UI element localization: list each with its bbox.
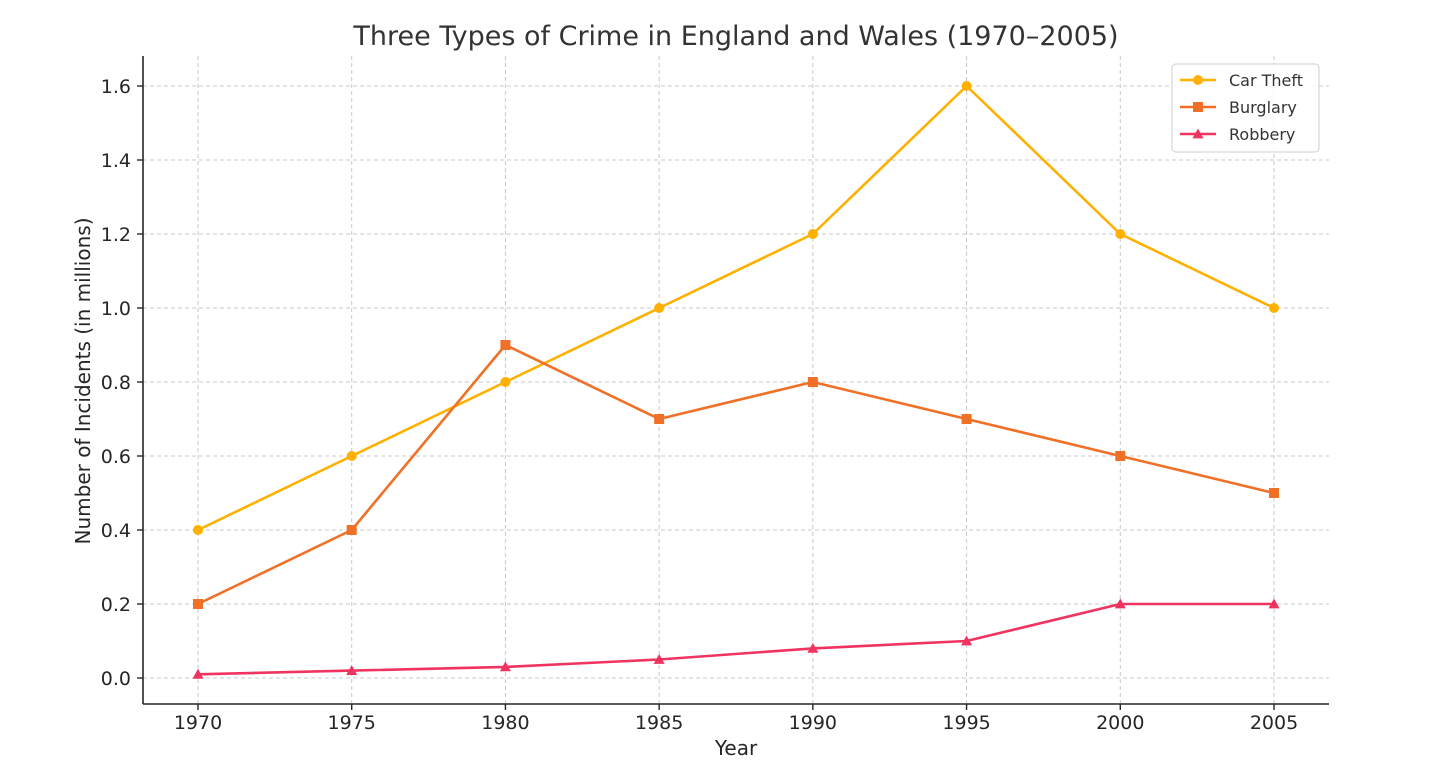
legend-box [1171, 63, 1320, 153]
x-tick-label: 2005 [1250, 712, 1298, 734]
square-marker-icon [346, 525, 357, 535]
triangle-marker-icon [346, 665, 358, 675]
legend: Car Theft Burglary Robbery [1171, 63, 1320, 153]
series-robbery [192, 598, 1280, 679]
triangle-marker-icon [653, 654, 665, 664]
circle-marker-icon [807, 229, 818, 239]
y-axis-label: Number of Incidents (in millions) [71, 218, 95, 545]
x-tick-label: 1980 [481, 712, 529, 734]
x-tick-label: 1975 [328, 712, 376, 734]
circle-marker-icon [500, 377, 511, 387]
x-tick-label: 1985 [635, 712, 683, 734]
square-marker-icon [1193, 102, 1203, 112]
square-marker-icon [654, 414, 665, 424]
circle-marker-icon [654, 303, 665, 313]
y-tick-label: 0.0 [101, 668, 131, 690]
y-tick-label: 0.2 [101, 594, 131, 616]
legend-item: Robbery [1180, 125, 1295, 144]
y-tick-label: 0.6 [101, 446, 131, 468]
legend-label: Car Theft [1229, 71, 1303, 90]
triangle-marker-icon [1268, 598, 1280, 609]
square-marker-icon [193, 599, 203, 609]
triangle-marker-icon [961, 635, 973, 646]
series-car-theft [193, 81, 1279, 535]
axes [142, 56, 1329, 705]
x-axis-ticks: 1970 1975 1980 1985 1990 1995 2000 2005 [174, 704, 1298, 734]
y-tick-label: 1.6 [101, 76, 131, 98]
x-axis-label: Year [714, 736, 758, 760]
square-marker-icon [1115, 451, 1126, 461]
triangle-marker-icon [1192, 128, 1204, 139]
circle-marker-icon [1193, 75, 1203, 85]
series-line [197, 84, 1275, 532]
legend-item: Car Theft [1180, 71, 1303, 90]
x-tick-label: 1990 [789, 712, 837, 734]
circle-marker-icon [1115, 229, 1126, 239]
triangle-marker-icon [1114, 598, 1126, 609]
triangle-marker-icon [192, 668, 204, 679]
legend-label: Burglary [1229, 98, 1297, 117]
grid-lines [143, 56, 1329, 704]
square-marker-icon [961, 414, 972, 424]
series-layer [192, 81, 1280, 679]
y-tick-label: 0.8 [101, 372, 131, 394]
circle-marker-icon [1269, 303, 1279, 313]
series-line [197, 602, 1274, 676]
x-tick-label: 2000 [1096, 712, 1144, 734]
x-tick-label: 1995 [942, 712, 990, 734]
y-tick-label: 1.0 [101, 298, 131, 320]
triangle-marker-icon [499, 661, 511, 672]
square-marker-icon [500, 340, 511, 350]
triangle-marker-icon [807, 642, 819, 653]
legend-label: Robbery [1229, 125, 1295, 144]
y-tick-label: 1.2 [101, 224, 131, 246]
circle-marker-icon [193, 525, 203, 535]
legend-item: Burglary [1180, 98, 1297, 117]
circle-marker-icon [346, 451, 357, 461]
series-line [197, 343, 1275, 606]
chart-title: Three Types of Crime in England and Wale… [352, 21, 1118, 52]
y-axis-ticks: 0.0 0.2 0.4 0.6 0.8 1.0 1.2 1.4 1.6 [101, 76, 143, 690]
square-marker-icon [1269, 488, 1279, 498]
circle-marker-icon [961, 81, 972, 91]
x-tick-label: 1970 [174, 712, 222, 734]
y-tick-label: 0.4 [101, 520, 131, 542]
y-tick-label: 1.4 [101, 150, 131, 172]
series-burglary [193, 340, 1279, 609]
square-marker-icon [807, 377, 818, 387]
